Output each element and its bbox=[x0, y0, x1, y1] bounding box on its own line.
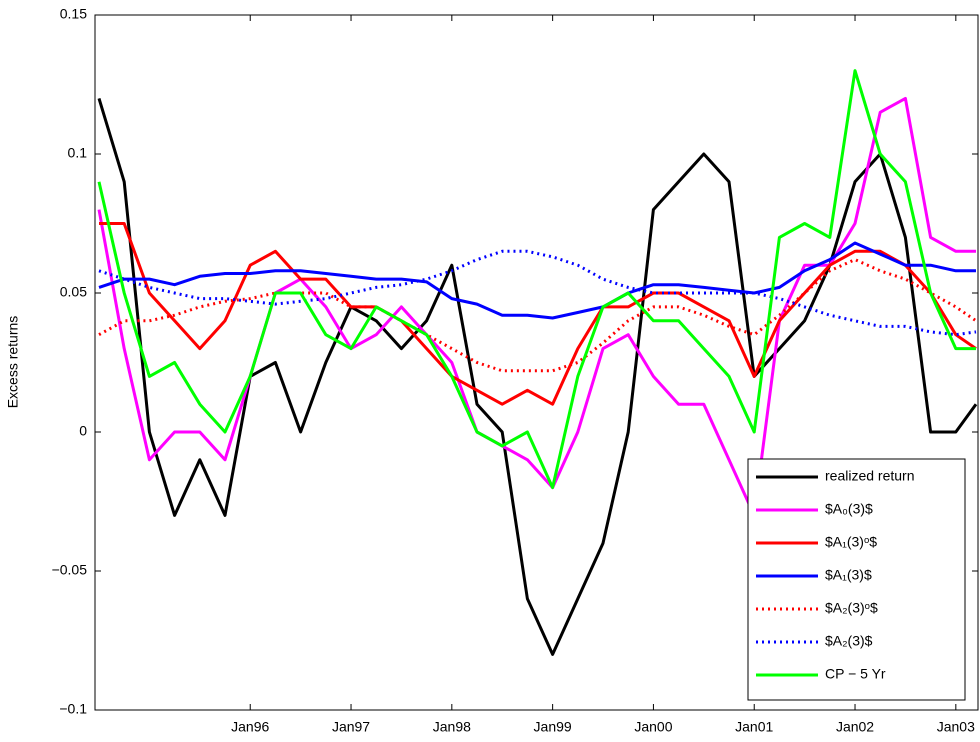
legend-label: $A₁(3)$ bbox=[825, 567, 872, 583]
y-tick-label: −0.1 bbox=[59, 701, 87, 717]
series-line bbox=[98, 249, 977, 337]
x-tick-label: Jan02 bbox=[836, 719, 874, 735]
legend-label: $A₁(3)ᵒ$ bbox=[825, 534, 877, 550]
legend-label: realized return bbox=[825, 468, 915, 484]
x-tick-label: Jan99 bbox=[534, 719, 572, 735]
y-axis-label: Excess returns bbox=[5, 316, 21, 409]
x-tick-label: Jan03 bbox=[937, 719, 975, 735]
y-tick-label: 0.15 bbox=[60, 6, 87, 22]
x-tick-label: Jan00 bbox=[634, 719, 672, 735]
series-group bbox=[97, 69, 978, 656]
x-tick-label: Jan01 bbox=[735, 719, 773, 735]
legend-label: CP − 5 Yr bbox=[825, 666, 886, 682]
series-line bbox=[97, 69, 976, 490]
x-tick-label: Jan97 bbox=[332, 719, 370, 735]
series-line bbox=[97, 97, 978, 656]
x-tick-label: Jan98 bbox=[433, 719, 471, 735]
legend-label: $A₂(3)ᵒ$ bbox=[825, 600, 878, 616]
y-tick-label: 0.1 bbox=[68, 145, 88, 161]
y-tick-label: −0.05 bbox=[52, 562, 88, 578]
legend-label: $A₀(3)$ bbox=[825, 501, 873, 517]
legend-box bbox=[747, 458, 966, 701]
y-tick-label: 0.05 bbox=[60, 284, 87, 300]
series-line bbox=[98, 241, 976, 320]
y-tick-label: 0 bbox=[79, 423, 87, 439]
legend-label: $A₂(3)$ bbox=[825, 633, 873, 649]
x-tick-label: Jan96 bbox=[231, 719, 269, 735]
